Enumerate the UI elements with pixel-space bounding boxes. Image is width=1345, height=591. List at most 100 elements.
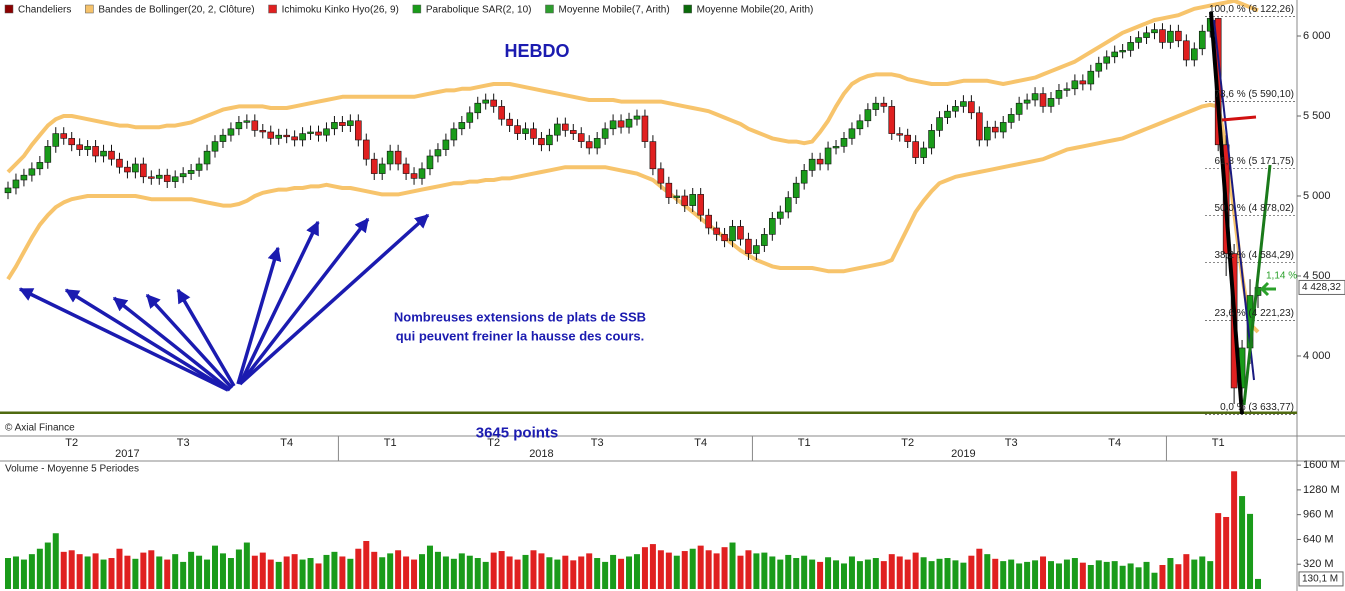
candle-body (944, 110, 951, 118)
fib-label: 61,8 % (5 171,75) (1215, 156, 1295, 167)
candle-body (36, 162, 44, 170)
volume-bar (1159, 564, 1166, 589)
candle-body (538, 138, 545, 146)
volume-bar (403, 556, 410, 589)
volume-bar (968, 555, 975, 589)
volume-bar (259, 552, 266, 589)
volume-bar (1095, 560, 1102, 589)
candle-body (673, 195, 681, 198)
candle-body (641, 115, 649, 142)
volume-bar (920, 557, 927, 589)
candle-body (227, 128, 235, 136)
candle-body (1071, 80, 1079, 90)
candle-body (331, 122, 338, 130)
candle-body (155, 174, 163, 179)
x-year-label: 2019 (951, 448, 975, 460)
candle-body (132, 163, 139, 173)
volume-bar (498, 551, 505, 589)
arrow (236, 246, 282, 385)
candle-body (60, 133, 68, 139)
volume-bar (904, 559, 911, 589)
volume-bar (514, 559, 521, 589)
candle-body (880, 102, 888, 107)
candle-body (1103, 56, 1111, 64)
candle-body (1087, 70, 1095, 85)
candle-body (506, 118, 513, 126)
candle-body (904, 134, 911, 142)
candle-body (370, 158, 378, 174)
volume-bar (1008, 559, 1015, 589)
volume-last-box (1298, 571, 1344, 587)
candle-body (148, 176, 155, 179)
volume-bar (243, 542, 250, 589)
volume-bar (888, 554, 895, 589)
volume-bar (610, 554, 617, 589)
x-tick-label: T4 (1108, 437, 1121, 449)
arrows (18, 213, 430, 392)
candle-body (386, 150, 394, 165)
candle-body (179, 173, 187, 178)
volume-bar (1167, 558, 1174, 589)
volume-last-label: 130,1 M (1302, 574, 1338, 585)
candle-body (1079, 80, 1087, 85)
volume-bar (68, 550, 75, 589)
x-tick-label: T2 (901, 437, 914, 449)
volume-bar (960, 562, 967, 589)
candle-body (585, 141, 593, 149)
candle-body (999, 122, 1007, 133)
volume-bar (36, 548, 43, 589)
volume-bar (1024, 561, 1031, 589)
candle-body (92, 146, 99, 157)
volume-bar (52, 533, 59, 589)
candle-body (466, 112, 474, 123)
arrow (145, 293, 234, 390)
candle-body (243, 120, 251, 123)
candle-body (1047, 98, 1055, 107)
candle-body (267, 131, 275, 139)
arrow (176, 288, 236, 387)
arrow (238, 217, 370, 386)
volume-bar (482, 561, 489, 589)
volume-bar (1239, 496, 1246, 589)
candle-body (832, 146, 840, 149)
candle-body (713, 227, 720, 235)
arrow (238, 213, 430, 386)
candle-body (235, 122, 243, 130)
volume-bar (275, 561, 282, 589)
legend-swatch (268, 4, 277, 14)
volume-bar (5, 558, 11, 589)
volume-bar (180, 561, 187, 589)
volume-bar (848, 556, 855, 589)
trend-lines (1209, 11, 1276, 415)
volume-bar (371, 551, 378, 589)
volume-bar (44, 542, 51, 589)
volume-bar (928, 561, 935, 589)
volume-bar (60, 551, 67, 589)
volume-bar (291, 554, 298, 589)
candle-body (745, 238, 752, 254)
last-price-label: 4 428,32 (1302, 282, 1341, 293)
legend: Chandeliers Bandes de Bollinger(20, 2, Cl… (4, 4, 813, 16)
candle-body (482, 99, 490, 104)
candle-body (299, 133, 306, 141)
volume-bar (1087, 564, 1094, 589)
candle-body (307, 131, 314, 134)
volume-bar (1151, 572, 1158, 589)
volume-bar (267, 559, 274, 589)
volume-bar (1143, 561, 1150, 589)
candle-body (681, 195, 689, 206)
legend-swatch (412, 4, 422, 14)
volume-bar (307, 558, 314, 589)
volume-bar (777, 559, 784, 589)
volume-bar (1016, 563, 1023, 589)
volume-bar (546, 557, 553, 589)
candle-body (593, 138, 601, 149)
candle-body (848, 128, 856, 139)
volume-bar (705, 550, 712, 589)
volume-bar (219, 553, 226, 589)
candle-body (928, 130, 935, 149)
candle-body (824, 147, 832, 165)
arrow (64, 288, 229, 392)
volume-title: Volume - Moyenne 5 Periodes (5, 464, 139, 475)
candle-body (705, 214, 712, 229)
